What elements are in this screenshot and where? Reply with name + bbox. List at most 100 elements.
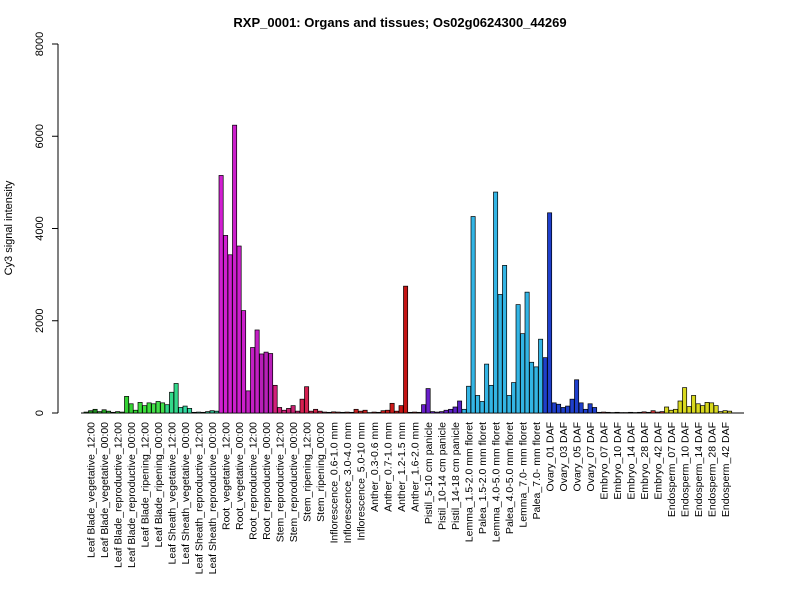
x-tick-label: Endosperm_10 DAF: [680, 422, 692, 517]
bar: [236, 245, 242, 414]
bar: [628, 411, 634, 414]
bar: [416, 411, 422, 414]
bar: [200, 411, 206, 414]
bar: [583, 408, 589, 414]
bar: [245, 390, 251, 414]
bar: [488, 384, 494, 414]
bar: [511, 382, 517, 414]
x-tick-label: Inflorescence_3.0-4.0 mm: [342, 422, 354, 544]
x-tick-label: Stem_reproductive_12:00: [275, 422, 287, 542]
bar: [308, 410, 314, 414]
bar: [160, 402, 166, 414]
bar: [713, 405, 719, 414]
chart-title: RXP_0001: Organs and tissues; Os02g06243…: [233, 15, 566, 30]
bar: [146, 402, 152, 414]
bar: [614, 411, 620, 414]
bar: [709, 402, 715, 414]
bar: [641, 411, 647, 414]
bar: [560, 407, 566, 414]
bar: [682, 387, 688, 414]
bars-group: [83, 124, 733, 414]
bar: [452, 406, 458, 414]
bar: [322, 411, 328, 414]
x-tick-label: Root_vegetative_12:00: [221, 422, 233, 530]
bar: [110, 411, 116, 414]
bar: [92, 408, 98, 414]
x-tick-labels: Leaf Blade_vegetative_12:00 Leaf Blade_ve…: [86, 422, 732, 575]
bar: [403, 285, 409, 414]
bar: [169, 391, 175, 414]
y-axis-label: Cy3 signal intensity: [3, 180, 15, 275]
x-tick-label: Root_reproductive_00:00: [261, 422, 273, 540]
x-tick-label: Lemma_1.5-2.0 mm floret: [464, 422, 476, 542]
x-tick-label: Lemma_4.0-5.0 mm floret: [491, 422, 503, 542]
bar: [209, 410, 215, 414]
x-tick-label: Palea_7.0- mm floret: [531, 422, 543, 520]
x-tick-label: Root_vegetative_00:00: [234, 422, 246, 530]
bar: [83, 411, 89, 414]
bar: [439, 411, 445, 414]
x-tick-label: Ovary_05 DAF: [572, 422, 584, 491]
bar: [623, 412, 629, 414]
bar: [695, 403, 701, 414]
bar: [700, 405, 706, 414]
x-tick-label: Leaf Blade_reproductive_00:00: [126, 422, 138, 568]
bar: [601, 411, 607, 414]
bar: [650, 410, 656, 414]
bar: [664, 406, 670, 414]
x-tick-label: Endosperm_07 DAF: [666, 422, 678, 517]
bar: [358, 410, 364, 414]
bar: [119, 411, 125, 414]
bar: [502, 265, 508, 414]
bar: [587, 403, 593, 414]
bar: [605, 411, 611, 414]
bar: [317, 410, 323, 414]
bar: [398, 405, 404, 414]
x-tick-label: Stem_ripening_00:00: [315, 422, 327, 522]
x-tick-label: Pistil_10-14 cm panicle: [437, 422, 449, 530]
bar: [376, 411, 382, 414]
bar: [448, 408, 454, 414]
y-tick-label: 4000: [34, 216, 46, 240]
bar: [718, 411, 724, 414]
y-tick-label: 0: [34, 410, 46, 416]
bar: [430, 411, 436, 414]
bar: [124, 396, 130, 414]
x-tick-label: Pistil_5-10 cm panicle: [423, 422, 435, 524]
bar: [493, 191, 499, 414]
x-tick-label: Anther_0.3-0.6 mm: [369, 422, 381, 512]
bar: [340, 411, 346, 414]
bar: [484, 363, 490, 414]
bar: [371, 411, 377, 414]
bar: [655, 411, 661, 414]
bar: [313, 408, 319, 414]
bar: [610, 412, 616, 414]
x-tick-label: Anther_0.7-1.0 mm: [383, 422, 395, 512]
bar: [97, 411, 103, 414]
bar: [407, 411, 413, 414]
bar: [538, 338, 544, 414]
bar: [443, 409, 449, 414]
x-tick-label: Endosperm_14 DAF: [693, 422, 705, 517]
bar: [326, 411, 332, 414]
bar: [425, 388, 431, 414]
bar: [164, 404, 170, 414]
bar: [475, 395, 481, 414]
bar: [385, 409, 391, 414]
bar: [191, 411, 197, 414]
bar: [304, 386, 310, 414]
x-tick-label: Inflorescence_0.6-1.0 mm: [329, 422, 341, 544]
bar: [344, 411, 350, 414]
bar: [556, 403, 562, 414]
y-tick-label: 8000: [34, 32, 46, 56]
bar: [106, 410, 112, 414]
bar: [196, 411, 202, 414]
bar: [637, 411, 643, 414]
bar: [619, 412, 625, 414]
bar: [470, 216, 476, 414]
x-tick-label: Leaf Blade_ripening_12:00: [140, 422, 152, 548]
bar: [578, 402, 584, 414]
bar: [412, 411, 418, 414]
x-tick-label: Embryo_42 DAF: [653, 422, 665, 500]
